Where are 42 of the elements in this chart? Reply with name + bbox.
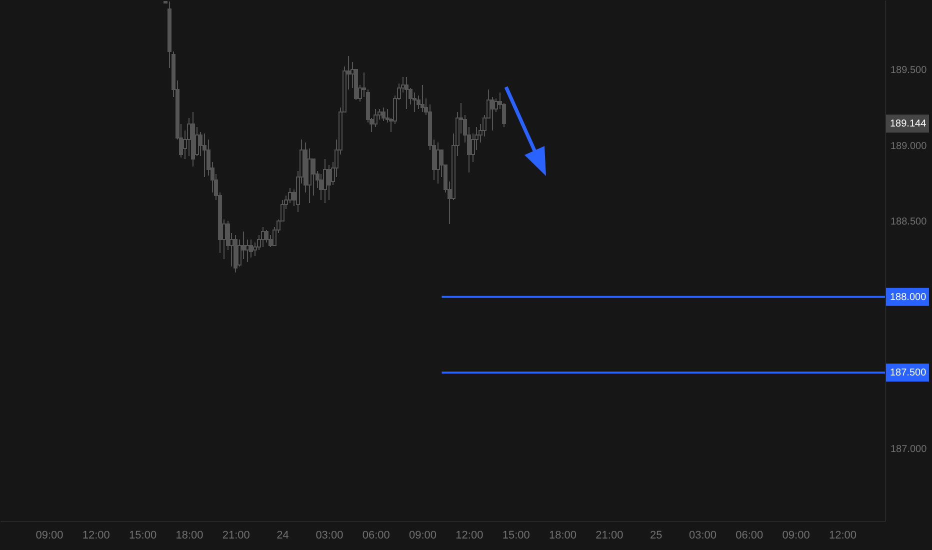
- x-tick-label: 25: [650, 530, 662, 542]
- candlestick: [412, 92, 417, 113]
- x-tick-label: 06:00: [736, 530, 764, 542]
- x-tick-label: 12:00: [82, 530, 110, 542]
- candlestick: [436, 142, 440, 184]
- data-label: 188.000: [890, 292, 927, 303]
- x-tick-label: 18:00: [176, 530, 204, 542]
- candlestick: [490, 96, 494, 131]
- x-tick-label: 09:00: [36, 530, 64, 542]
- x-tick-label: 03:00: [688, 530, 717, 542]
- x-tick-label: 06:00: [362, 530, 390, 542]
- x-tick-label: 24: [276, 530, 289, 542]
- candlestick: [323, 158, 328, 204]
- candlestick: [374, 108, 378, 128]
- data-label: 187.500: [890, 368, 927, 379]
- candlestick: [264, 230, 269, 243]
- candlestick: [404, 76, 409, 110]
- x-tick-label: 18:00: [548, 530, 577, 542]
- y-tick-label: 189.500: [890, 65, 928, 76]
- candlestick: [186, 118, 191, 156]
- candlestick: [381, 107, 386, 122]
- candlestick: [420, 84, 424, 113]
- x-tick-label: 12:00: [456, 530, 484, 542]
- y-tick-label: 189.000: [890, 140, 928, 152]
- x-tick-label: 15:00: [129, 530, 157, 542]
- x-tick-label: 12:00: [828, 530, 856, 542]
- candlestick: [245, 238, 250, 263]
- candlestick: [194, 126, 199, 156]
- y-tick-label: 188.500: [890, 216, 928, 228]
- candlestick: [249, 238, 254, 258]
- candlestick: [326, 164, 331, 200]
- x-tick-label: 21:00: [596, 530, 624, 542]
- candlestick: [311, 158, 316, 196]
- y-tick-label: 187.000: [890, 444, 928, 455]
- text: 189.144: [890, 118, 927, 130]
- x-tick-label: 15:00: [502, 530, 530, 542]
- x-tick-label: 21:00: [222, 530, 250, 542]
- candlestick: [202, 132, 207, 178]
- candlestick: [260, 226, 265, 248]
- x-tick-label: 09:00: [409, 530, 437, 542]
- x-tick-label: 09:00: [782, 530, 810, 542]
- x-tick-label: 03:00: [316, 530, 344, 542]
